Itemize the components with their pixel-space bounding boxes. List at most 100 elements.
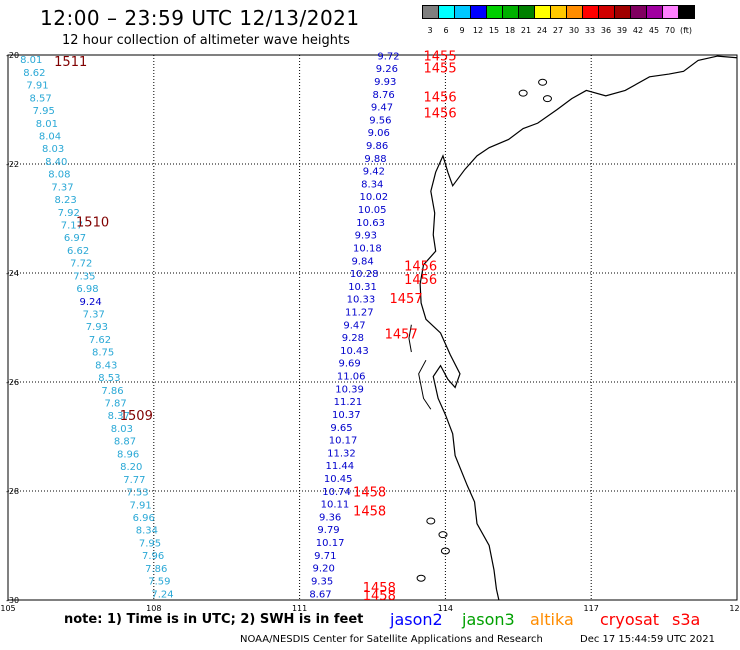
- west-swh-label: 8.96: [117, 449, 139, 460]
- east-time-label: 1455: [424, 49, 457, 64]
- east-swh-label: 9.56: [369, 115, 391, 126]
- colorbar-label: 15: [488, 26, 500, 35]
- west-swh-label: 8.04: [39, 131, 61, 142]
- map-frame: [7, 54, 738, 601]
- west-swh-label: 8.53: [98, 373, 120, 384]
- wave-height-colorbar: 3 6 9 12 15 18 21 24 27 30 33 36 39 42 45 70 (ft): [422, 5, 695, 35]
- west-swh-label: 7.92: [58, 208, 80, 219]
- east-swh-label: 9.35: [311, 576, 333, 587]
- west-swh-label: 8.23: [55, 195, 77, 206]
- colorbar-label: 21: [520, 26, 532, 35]
- west-swh-label: 8.01: [36, 119, 58, 130]
- east-time-label: 1456: [424, 107, 457, 122]
- west-swh-label: 8.03: [111, 424, 133, 435]
- west-swh-label: 8.57: [30, 93, 52, 104]
- east-swh-label: 9.06: [368, 128, 390, 139]
- east-swh-label: 9.93: [355, 231, 377, 242]
- colorbar-label: 6: [443, 26, 449, 35]
- colorbar-label: 3: [427, 26, 433, 35]
- map-subtitle: 12 hour collection of altimeter wave hei…: [62, 33, 350, 48]
- east-time-label: 1456: [404, 273, 437, 288]
- west-swh-label: 8.20: [120, 462, 142, 473]
- east-time-label: 1458: [353, 505, 386, 520]
- west-swh-label: 7.91: [26, 81, 48, 92]
- west-swh-label: 7.35: [73, 271, 95, 282]
- east-swh-label: 10.63: [356, 218, 385, 229]
- lat-tick-label: -28: [6, 487, 19, 496]
- west-swh-label: 8.87: [114, 437, 136, 448]
- island-outline: [518, 89, 528, 97]
- east-swh-label: 9.79: [317, 525, 339, 536]
- east-swh-label: 10.11: [321, 500, 350, 511]
- west-swh-label: 6.98: [76, 284, 98, 295]
- lon-tick-label: 105: [0, 604, 15, 613]
- lon-tick-label: 111: [292, 604, 307, 613]
- colorbar-label: 70: [664, 26, 676, 35]
- colorbar-label: 9: [459, 26, 465, 35]
- east-swh-label: 10.37: [332, 410, 361, 421]
- west-swh-label: 7.53: [126, 488, 148, 499]
- credit-text: NOAA/NESDIS Center for Satellite Applica…: [240, 634, 543, 645]
- east-swh-label: 9.86: [366, 141, 388, 152]
- sat-s3a-label: s3a: [672, 610, 701, 629]
- lat-tick-label: -26: [6, 378, 19, 387]
- east-swh-label: 10.33: [347, 295, 376, 306]
- colorbar-label: 36: [600, 26, 612, 35]
- legend-row: note: 1) Time is in UTC; 2) SWH is in fe…: [0, 610, 740, 632]
- east-time-label: 1455: [424, 61, 457, 76]
- island-outline: [426, 517, 436, 525]
- sat-jason2-label: jason2: [390, 610, 443, 629]
- lon-tick-label: 114: [438, 604, 453, 613]
- west-swh-label: 6.96: [133, 513, 155, 524]
- island-outline: [542, 95, 552, 103]
- colorbar-label: 27: [552, 26, 564, 35]
- west-time-label: 1510: [76, 216, 109, 231]
- lon-tick-label: 108: [146, 604, 161, 613]
- east-swh-label: 9.65: [330, 423, 352, 434]
- east-swh-label: 10.18: [353, 243, 382, 254]
- east-swh-label: 11.21: [334, 397, 363, 408]
- east-swh-label: 10.28: [350, 269, 379, 280]
- west-swh-label: 7.86: [101, 386, 123, 397]
- east-swh-label: 9.28: [342, 333, 364, 344]
- west-swh-label: 8.75: [92, 348, 114, 359]
- west-swh-label: 7.17: [61, 220, 83, 231]
- west-swh-label: 7.95: [33, 106, 55, 117]
- east-swh-label: 10.31: [348, 282, 377, 293]
- west-swh-label: 7.95: [139, 538, 161, 549]
- east-swh-label: 8.34: [361, 179, 383, 190]
- west-swh-label: 8.34: [136, 526, 158, 537]
- east-swh-label: 10.17: [316, 538, 345, 549]
- west-swh-label: 7.59: [148, 577, 170, 588]
- island-outline: [440, 547, 450, 555]
- east-swh-label: 11.06: [337, 372, 366, 383]
- west-swh-label: 6.62: [67, 246, 89, 257]
- colorbar-label: 33: [584, 26, 596, 35]
- east-swh-label: 9.26: [376, 64, 398, 75]
- west-swh-label: 8.37: [108, 411, 130, 422]
- island-outline: [438, 531, 448, 539]
- east-swh-label: 11.32: [327, 448, 356, 459]
- east-swh-label: 9.20: [313, 564, 335, 575]
- lat-tick-label: -24: [6, 269, 19, 278]
- sat-cryosat-label: cryosat: [600, 610, 660, 629]
- east-swh-label: 9.47: [343, 320, 365, 331]
- west-time-label: 1509: [120, 409, 153, 424]
- west-swh-label: 7.91: [130, 500, 152, 511]
- west-swh-label: 8.40: [45, 157, 67, 168]
- lon-tick-label: 120: [729, 604, 740, 613]
- west-swh-label: 8.08: [48, 170, 70, 181]
- east-time-label: 1456: [424, 90, 457, 105]
- west-swh-label: 7.96: [142, 551, 164, 562]
- west-time-label: 1511: [54, 55, 87, 70]
- east-time-label: 1458: [363, 581, 396, 596]
- east-swh-label: 9.69: [338, 359, 360, 370]
- colorbar-label: 18: [504, 26, 516, 35]
- dirk-hartog-island: [408, 324, 412, 353]
- west-swh-label: 8.03: [42, 144, 64, 155]
- lat-tick-label: -20: [6, 51, 19, 60]
- east-swh-label: 10.39: [335, 384, 364, 395]
- lat-tick-label: -30: [6, 596, 19, 605]
- east-swh-label: 9.93: [374, 77, 396, 88]
